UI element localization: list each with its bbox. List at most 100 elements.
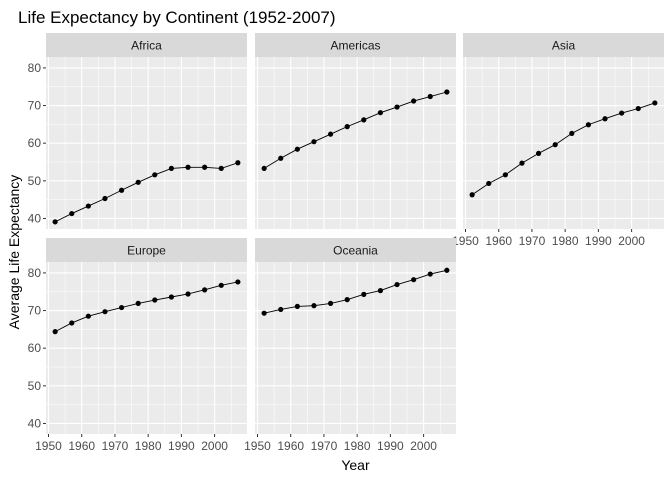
data-point-africa-1967 <box>102 195 108 202</box>
data-point-americas-2007 <box>444 89 450 95</box>
data-point-asia-1997 <box>619 110 625 116</box>
x-tick-label: 1960 <box>277 439 304 453</box>
data-point-oceania-1977 <box>344 297 350 303</box>
y-tick-label: 60 <box>28 136 42 150</box>
facet-strip-asia <box>463 33 664 57</box>
data-point-europe-2002 <box>218 282 224 288</box>
y-tick-label: 70 <box>28 304 42 318</box>
x-tick-label: 1950 <box>35 439 62 453</box>
data-point-americas-1982 <box>361 117 367 123</box>
y-tick-label: 40 <box>28 211 42 225</box>
data-point-americas-1957 <box>278 155 284 161</box>
data-point-americas-1962 <box>294 146 300 152</box>
data-point-oceania-1987 <box>377 288 384 294</box>
data-point-europe-1962 <box>85 313 91 319</box>
facet-label-africa: Africa <box>131 39 162 53</box>
facet-oceania: Oceania 1950 1960 1970 1980 1990 2000 <box>244 238 456 453</box>
y-axis-title: Average Life Expectancy <box>6 175 22 330</box>
data-point-europe-1957 <box>69 320 75 326</box>
data-point-asia-2002 <box>635 105 641 112</box>
data-point-oceania-1982 <box>361 291 367 297</box>
data-point-oceania-1967 <box>311 303 317 309</box>
data-point-africa-1952 <box>52 219 58 225</box>
facet-label-europe: Europe <box>127 244 166 258</box>
facet-label-americas: Americas <box>330 39 380 53</box>
data-point-europe-1977 <box>135 300 141 307</box>
facet-americas: Americas <box>255 33 456 229</box>
x-tick-label: 1950 <box>244 439 271 453</box>
data-point-asia-1982 <box>569 130 575 137</box>
data-point-asia-1977 <box>552 142 558 148</box>
data-point-africa-1957 <box>69 210 75 217</box>
x-tick-label: 1990 <box>377 439 404 453</box>
facet-africa: Africa 40 50 60 70 80 <box>28 33 247 229</box>
data-point-europe-1987 <box>168 294 175 300</box>
data-point-asia-1952 <box>469 192 475 198</box>
data-point-africa-2002 <box>218 165 224 172</box>
facet-strip-americas <box>255 33 456 57</box>
data-point-americas-1967 <box>311 139 317 145</box>
data-point-asia-1992 <box>602 116 608 122</box>
x-tick-label: 1980 <box>135 439 162 453</box>
y-tick-label: 50 <box>28 379 42 393</box>
data-point-oceania-2007 <box>444 267 450 273</box>
x-tick-label: 1960 <box>485 234 512 248</box>
x-tick-label: 1960 <box>68 439 95 453</box>
y-tick-label: 80 <box>28 61 42 75</box>
data-point-africa-1987 <box>168 165 175 172</box>
data-point-africa-1992 <box>185 164 191 170</box>
facet-label-asia: Asia <box>552 39 576 53</box>
data-point-americas-1997 <box>411 98 417 104</box>
x-tick-label: 2000 <box>201 439 228 453</box>
facet-label-oceania: Oceania <box>333 244 378 258</box>
x-tick-label: 1990 <box>585 234 612 248</box>
data-point-asia-1962 <box>502 172 508 178</box>
y-tick-label: 50 <box>28 174 42 188</box>
data-point-europe-1972 <box>118 304 125 311</box>
data-point-europe-1992 <box>185 291 191 297</box>
data-point-oceania-1992 <box>394 281 400 288</box>
data-point-oceania-1997 <box>411 277 417 283</box>
x-tick-label: 1950 <box>452 234 479 248</box>
x-tick-label: 1970 <box>311 439 338 453</box>
x-tick-label: 1970 <box>519 234 546 248</box>
data-point-asia-1987 <box>585 122 592 128</box>
x-tick-label: 2000 <box>410 439 437 453</box>
data-point-europe-2007 <box>235 279 241 285</box>
series-line-americas <box>263 91 447 169</box>
data-point-asia-2007 <box>652 100 658 106</box>
series-line-oceania <box>264 269 447 314</box>
data-point-europe-1997 <box>202 287 208 293</box>
data-point-europe-1952 <box>52 329 58 335</box>
x-tick-label: 1980 <box>552 234 579 248</box>
x-tick-label: 1980 <box>344 439 371 453</box>
data-point-americas-1972 <box>327 131 334 137</box>
data-point-americas-1992 <box>394 104 400 110</box>
data-point-europe-1982 <box>152 297 158 303</box>
y-tick-label: 70 <box>28 99 42 113</box>
chart-title: Life Expectancy by Continent (1952-2007) <box>18 8 336 27</box>
data-point-europe-1967 <box>102 309 108 315</box>
data-point-asia-1957 <box>486 180 492 187</box>
facet-strip-oceania <box>255 238 456 262</box>
facet-strip-europe <box>46 238 247 262</box>
data-point-americas-1977 <box>344 124 350 130</box>
facet-europe: Europe 40 50 60 70 80 1950 1960 1970 1980 1990 2000 <box>28 238 247 453</box>
data-point-americas-2002 <box>427 93 433 100</box>
series-line-europe <box>54 281 238 333</box>
x-tick-label: 1990 <box>168 439 195 453</box>
data-point-africa-1982 <box>152 172 158 178</box>
data-point-africa-2007 <box>235 160 241 166</box>
x-tick-label: 1970 <box>102 439 129 453</box>
data-point-africa-1977 <box>135 179 141 185</box>
series-line-africa <box>54 162 239 223</box>
y-tick-label: 60 <box>28 341 42 355</box>
data-point-americas-1987 <box>377 110 384 116</box>
facet-asia: Asia 1950 1960 1970 1980 1990 2000 <box>452 33 664 248</box>
data-point-oceania-1962 <box>294 303 300 310</box>
y-tick-label: 80 <box>28 266 42 280</box>
facet-strip-africa <box>46 33 247 57</box>
data-point-asia-1967 <box>519 160 525 166</box>
series-line-asia <box>471 102 656 196</box>
